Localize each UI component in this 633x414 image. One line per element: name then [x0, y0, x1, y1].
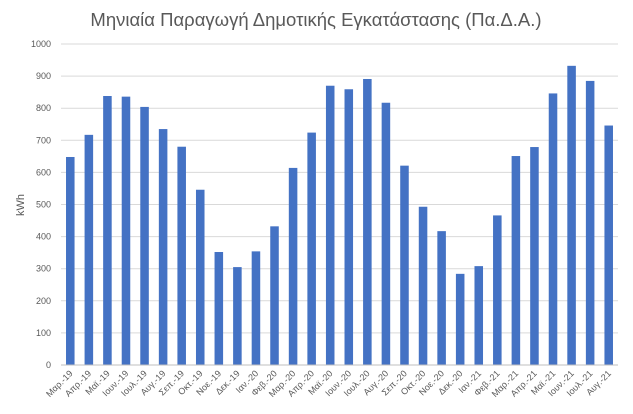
- bar: [325, 85, 335, 365]
- bar: [530, 147, 539, 365]
- gridlines: [61, 43, 618, 334]
- bar: [455, 273, 465, 365]
- y-tick-label: 500: [36, 200, 51, 210]
- bar: [437, 231, 446, 365]
- bar: [567, 65, 576, 365]
- bar: [493, 215, 502, 365]
- y-tick-label: 200: [36, 296, 51, 306]
- bar: [158, 129, 168, 365]
- bar: [121, 96, 131, 366]
- y-tick-label: 100: [36, 328, 51, 338]
- bar: [195, 189, 205, 365]
- bar: [84, 134, 94, 365]
- x-axis-ticks: Μαρ.-19Απρ.-19Μαϊ.-19Ιουν.-19Ιουλ.-19Αυγ…: [44, 368, 613, 399]
- bar: [363, 78, 372, 365]
- bar: [381, 102, 391, 366]
- bar: [270, 226, 279, 365]
- bar: [474, 266, 484, 365]
- chart-title: Μηνιαία Παραγωγή Δημοτικής Εγκατάστασης …: [90, 9, 541, 30]
- bar: [511, 156, 521, 365]
- bars: [66, 65, 613, 366]
- y-tick-label: 300: [36, 264, 51, 274]
- bar: [103, 96, 112, 365]
- bar: [233, 267, 242, 365]
- y-axis-label: kWh: [15, 194, 27, 216]
- bar: [604, 125, 613, 365]
- bar: [548, 93, 558, 366]
- bar: [140, 106, 149, 365]
- y-tick-label: 900: [36, 71, 51, 81]
- bar: [66, 156, 75, 365]
- bar: [400, 165, 409, 365]
- y-tick-label: 600: [36, 167, 51, 177]
- y-tick-label: 800: [36, 103, 51, 113]
- y-tick-label: 0: [46, 360, 51, 370]
- bar: [418, 206, 428, 365]
- y-tick-label: 700: [36, 135, 51, 145]
- bar: [585, 80, 595, 365]
- bar: [307, 132, 316, 365]
- bar: [177, 146, 186, 365]
- bar: [288, 167, 298, 365]
- y-tick-label: 1000: [31, 39, 51, 49]
- y-tick-label: 400: [36, 232, 51, 242]
- bar: [214, 252, 224, 365]
- bar: [344, 89, 354, 366]
- bar: [251, 251, 261, 365]
- y-axis-ticks: 0 100 200 300 400 500 600 700 800 900 1000: [31, 39, 51, 370]
